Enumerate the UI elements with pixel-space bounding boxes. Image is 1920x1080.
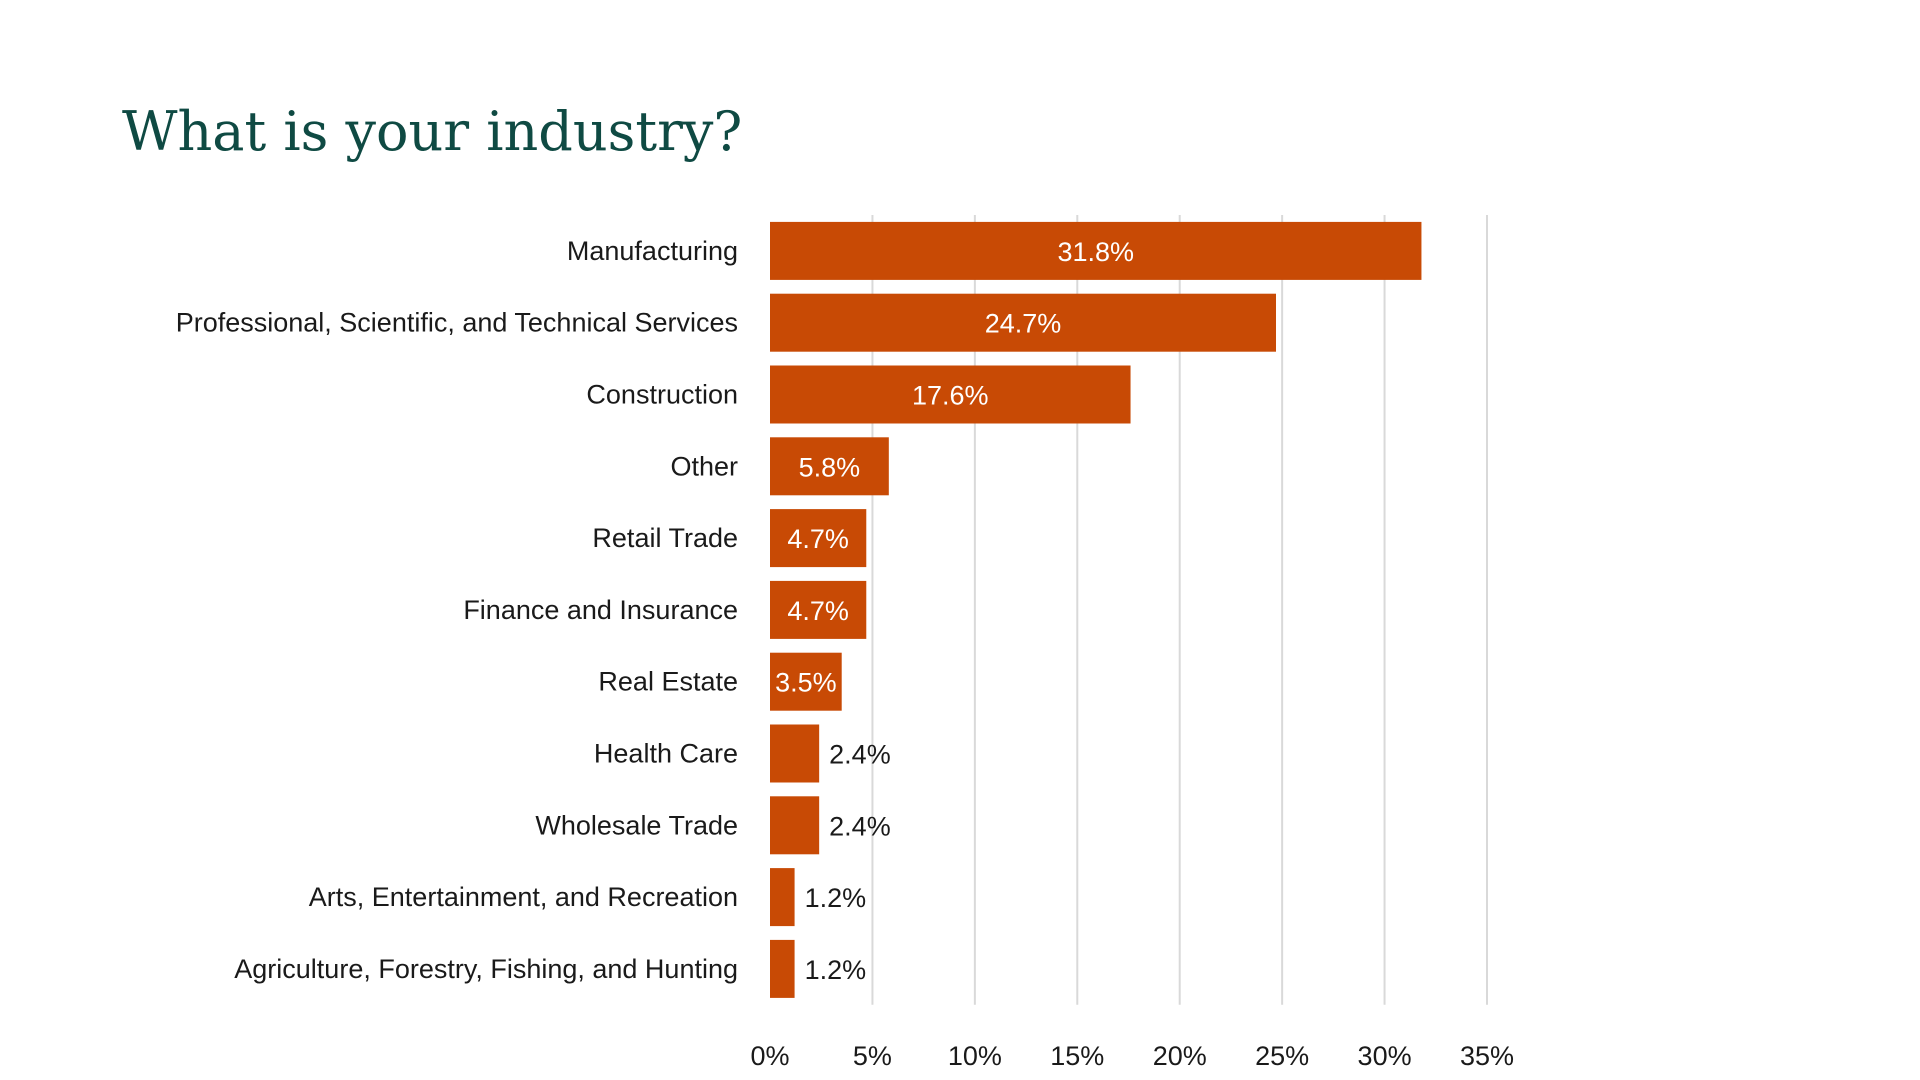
x-tick-label: 15% <box>1050 1041 1104 1071</box>
data-label: 31.8% <box>1057 237 1134 267</box>
x-tick-label: 25% <box>1255 1041 1309 1071</box>
data-label: 1.2% <box>805 955 867 985</box>
data-label: 2.4% <box>829 811 891 841</box>
x-tick-label: 10% <box>948 1041 1002 1071</box>
bars <box>770 221 1422 998</box>
slide-title: What is your industry? <box>122 100 743 163</box>
data-label: 3.5% <box>775 668 837 698</box>
bar <box>770 868 795 927</box>
category-label: Retail Trade <box>592 523 738 553</box>
category-label: Construction <box>586 380 738 410</box>
category-label: Other <box>670 451 738 481</box>
category-label: Health Care <box>594 739 738 769</box>
x-tick-label: 35% <box>1460 1041 1514 1071</box>
data-label: 4.7% <box>787 596 849 626</box>
data-label: 17.6% <box>912 381 989 411</box>
data-label: 5.8% <box>799 452 861 482</box>
data-label: 24.7% <box>985 309 1062 339</box>
bar <box>770 293 1276 352</box>
bar <box>770 437 889 496</box>
x-tick-label: 20% <box>1153 1041 1207 1071</box>
category-label: Real Estate <box>598 667 738 697</box>
category-label: Wholesale Trade <box>535 810 738 840</box>
category-labels: Manufacturing Professional, Scientific, a… <box>176 236 738 984</box>
x-tick-label: 30% <box>1358 1041 1412 1071</box>
bar <box>770 724 820 783</box>
category-label: Professional, Scientific, and Technical … <box>176 308 738 338</box>
x-tick-label: 0% <box>750 1041 789 1071</box>
bar <box>770 365 1131 424</box>
bar <box>770 652 842 711</box>
data-label: 1.2% <box>805 883 867 913</box>
data-labels: 31.8% 24.7% 17.6% 5.8% 4.7% 4.7% 3.5% 2.4% 2.4% 1… <box>775 237 1134 985</box>
x-axis-tick-labels: 0% 5% 10% 15% 20% 25% 30% 35% <box>750 1041 1514 1071</box>
category-label: Manufacturing <box>567 236 738 266</box>
bar <box>770 580 867 639</box>
bar <box>770 221 1422 280</box>
category-label: Arts, Entertainment, and Recreation <box>309 882 738 912</box>
x-tick-label: 5% <box>853 1041 892 1071</box>
category-label: Finance and Insurance <box>463 595 738 625</box>
bar <box>770 939 795 998</box>
bar <box>770 796 820 855</box>
data-label: 2.4% <box>829 740 891 770</box>
category-label: Agriculture, Forestry, Fishing, and Hunt… <box>234 954 738 984</box>
data-label: 4.7% <box>787 524 849 554</box>
bar <box>770 509 867 568</box>
